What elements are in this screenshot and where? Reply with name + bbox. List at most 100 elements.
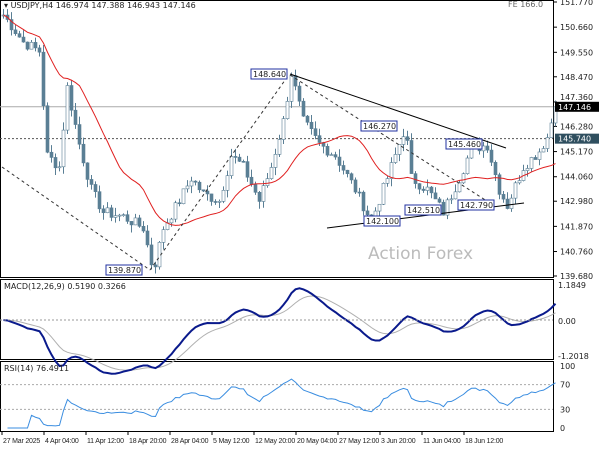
- price-annotation-box: [445, 138, 483, 150]
- rsi-tick-label: 70: [560, 381, 570, 390]
- candle-body: [361, 191, 366, 212]
- wave-dashed-line: [149, 75, 289, 271]
- candle-body: [225, 175, 230, 191]
- candle-body: [289, 75, 294, 102]
- candle-body: [285, 101, 290, 119]
- candle-body: [69, 85, 74, 111]
- price-tick-label: 139.680: [560, 272, 593, 281]
- macd-tick-label: 1.1849: [558, 281, 586, 290]
- candle-body: [237, 156, 242, 162]
- price-tick-label: 146.280: [560, 122, 593, 131]
- candle-body: [333, 154, 338, 158]
- macd-line: [3, 287, 557, 375]
- candle-body: [341, 165, 346, 171]
- candle-body: [173, 202, 178, 220]
- candle-body: [33, 42, 38, 49]
- candle-body: [189, 180, 194, 187]
- candle-body: [117, 214, 122, 217]
- candle-body: [169, 218, 174, 224]
- price-badge-label: 145.740: [558, 135, 591, 144]
- candle-body: [21, 36, 26, 43]
- candle-body: [345, 169, 350, 175]
- watermark: Action Forex: [368, 244, 474, 264]
- candle-body: [517, 180, 522, 184]
- candle-body: [393, 154, 398, 163]
- price-tick-label: 149.550: [560, 48, 593, 57]
- candle-body: [485, 145, 490, 151]
- time-tick-label: 28 Apr 04:00: [171, 438, 209, 445]
- price-annotation: 139.870: [108, 266, 141, 275]
- candle-body: [89, 179, 94, 185]
- price-annotation: 142.510: [407, 206, 440, 215]
- time-tick-label: 11 Jun 04:00: [423, 438, 461, 445]
- candle-body: [441, 201, 446, 216]
- candle-body: [17, 33, 22, 38]
- candle-body: [217, 201, 222, 203]
- candle-body: [421, 188, 426, 191]
- candle-body: [105, 207, 110, 214]
- corner-label: FE 166.0: [508, 0, 544, 9]
- candle-body: [181, 188, 186, 205]
- resistance-trendline: [289, 73, 507, 149]
- candle-body: [153, 264, 158, 268]
- candle-body: [245, 161, 250, 178]
- rsi-values: 76.4911: [35, 364, 70, 373]
- candle-body: [113, 215, 118, 218]
- candle-body: [449, 198, 454, 201]
- candle-body: [317, 135, 322, 143]
- time-tick-label: 4 Apr 04:00: [45, 438, 79, 445]
- candle-body: [417, 183, 422, 190]
- price-annotation: 146.270: [363, 122, 396, 131]
- candle-body: [545, 137, 550, 149]
- candle-body: [205, 190, 210, 195]
- candle-body: [77, 124, 82, 145]
- price-badge-label: 147.146: [558, 103, 591, 112]
- candle-body: [313, 128, 318, 136]
- candle-body: [253, 184, 258, 193]
- time-tick-label: 18 Jun 12:00: [465, 438, 503, 445]
- candle-body: [541, 148, 546, 153]
- candle-body: [29, 42, 34, 50]
- rsi-tick-label: 0: [560, 424, 565, 433]
- candle-body: [433, 192, 438, 200]
- candle-body: [61, 129, 66, 168]
- candle-body: [265, 178, 270, 186]
- candle-body: [461, 173, 466, 184]
- candle-body: [533, 157, 538, 160]
- candle-body: [145, 230, 150, 246]
- price-tick-label: 144.060: [560, 173, 593, 182]
- candle-body: [65, 85, 70, 131]
- candle-body: [405, 136, 410, 141]
- price-badge: [555, 101, 599, 112]
- candle-body: [281, 118, 286, 140]
- price-annotation: 142.100: [366, 217, 399, 226]
- macd-values: 0.5190 0.3266: [67, 282, 126, 291]
- price-tick-label: 148.470: [560, 73, 593, 82]
- price-tick-label: 147.360: [560, 93, 593, 102]
- candle-body: [37, 47, 42, 53]
- candle-body: [537, 151, 542, 160]
- candle-body: [249, 176, 254, 185]
- candle-body: [141, 226, 146, 232]
- candle-body: [13, 29, 18, 34]
- candle-body: [309, 121, 314, 129]
- candle-body: [409, 140, 414, 174]
- symbol-title: USDJPY,H4: [10, 1, 54, 10]
- candle-body: [277, 139, 282, 155]
- time-tick-label: 27 May 12:00: [339, 438, 379, 445]
- candle-body: [445, 199, 450, 216]
- candle-body: [465, 157, 470, 175]
- candle-body: [529, 157, 534, 169]
- moving-average-line: [3, 14, 556, 226]
- price-tick-label: 145.170: [560, 148, 593, 157]
- candle-body: [457, 182, 462, 193]
- candle-body: [53, 157, 58, 169]
- macd-signal-line: [3, 295, 556, 371]
- price-annotation-box: [360, 120, 398, 132]
- candle-body: [185, 185, 190, 190]
- candle-body: [413, 173, 418, 184]
- candle-body: [57, 166, 62, 169]
- candle-body: [525, 168, 530, 171]
